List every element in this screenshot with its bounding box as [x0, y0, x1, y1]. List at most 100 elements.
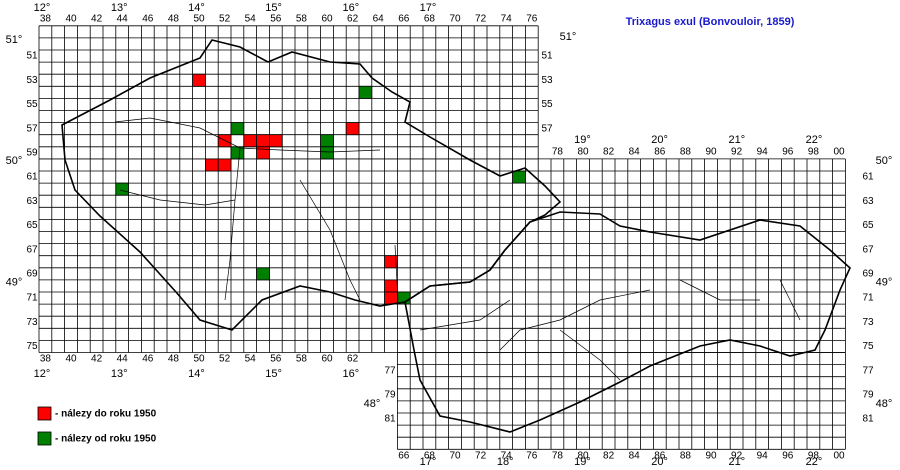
row-label: 51	[26, 51, 38, 62]
column-label: 50	[193, 14, 205, 25]
longitude-label: 13°	[111, 368, 128, 380]
record-square	[230, 122, 245, 136]
row-label: 67	[862, 244, 874, 255]
row-label: 55	[26, 99, 38, 110]
column-label: 80	[577, 147, 589, 158]
column-label: 74	[501, 451, 513, 462]
longitude-label: 15°	[265, 368, 282, 380]
longitude-label: 21°	[728, 134, 745, 146]
row-label: 77	[862, 365, 874, 376]
row-label: 75	[862, 341, 874, 352]
column-label: 86	[654, 451, 666, 462]
longitude-label: 15°	[265, 2, 282, 14]
column-label: 98	[808, 147, 820, 158]
column-label: 86	[654, 147, 666, 158]
longitude-label: 17°	[420, 2, 437, 14]
column-label: 70	[449, 14, 461, 25]
column-label: 90	[705, 451, 717, 462]
record-square	[256, 267, 270, 281]
row-label: 53	[541, 75, 553, 86]
row-label: 61	[26, 172, 38, 183]
column-label: 76	[526, 14, 538, 25]
column-label: 60	[321, 14, 333, 25]
column-label: 68	[424, 451, 436, 462]
row-label: 63	[862, 196, 874, 207]
longitude-label: 16°	[342, 368, 359, 380]
column-label: 84	[629, 147, 641, 158]
row-label: 73	[26, 317, 38, 328]
longitude-label: 20°	[651, 134, 668, 146]
record-square	[243, 134, 258, 148]
column-label: 46	[142, 14, 154, 25]
column-label: 44	[117, 14, 129, 25]
row-label: 71	[862, 293, 874, 304]
record-square	[230, 146, 245, 160]
row-label: 79	[384, 389, 396, 400]
slovak-border	[404, 211, 851, 433]
longitude-label: 12°	[34, 2, 51, 14]
longitude-label: 21°	[728, 456, 745, 468]
column-label: 48	[168, 354, 180, 365]
row-label: 73	[862, 317, 874, 328]
column-label: 88	[680, 147, 692, 158]
legend-swatch	[37, 431, 52, 446]
record-square	[384, 279, 398, 293]
legend: - nálezy do roku 1950 - nálezy od roku 19…	[37, 406, 157, 446]
column-label: 78	[552, 451, 564, 462]
row-label: 59	[26, 147, 38, 158]
column-label: 96	[782, 147, 794, 158]
column-label: 56	[270, 354, 282, 365]
column-label: 64	[373, 14, 385, 25]
column-label: 66	[398, 451, 410, 462]
column-label: 92	[731, 147, 743, 158]
longitude-label: 17°	[420, 456, 437, 468]
row-label: 63	[26, 196, 38, 207]
legend-label: - nálezy od roku 1950	[55, 434, 157, 445]
row-label: 75	[26, 341, 38, 352]
column-label: 72	[475, 14, 487, 25]
record-square	[217, 158, 232, 172]
column-label: 92	[731, 451, 743, 462]
czech-border	[61, 39, 562, 331]
longitude-label: 12°	[34, 368, 51, 380]
column-label: 90	[705, 147, 717, 158]
column-label: 52	[219, 354, 231, 365]
record-square	[115, 182, 130, 196]
map-title: Trixagus exul (Bonvouloir, 1859)	[626, 16, 795, 28]
column-label: 54	[245, 14, 257, 25]
record-square	[384, 291, 398, 305]
row-label: 77	[384, 365, 396, 376]
record-square	[320, 146, 334, 160]
longitude-label: 22°	[806, 456, 823, 468]
record-square	[204, 158, 219, 172]
grid	[38, 25, 846, 450]
record-square	[268, 134, 283, 148]
row-label: 81	[384, 414, 396, 425]
record-square	[217, 134, 232, 148]
row-label: 57	[541, 123, 553, 134]
column-label: 40	[65, 14, 77, 25]
column-label: 38	[40, 354, 52, 365]
column-label: 46	[142, 354, 154, 365]
column-label: 60	[321, 354, 333, 365]
column-label: 94	[757, 147, 769, 158]
column-label: 62	[347, 354, 359, 365]
latitude-label: 49°	[6, 277, 23, 289]
row-label: 57	[26, 123, 38, 134]
row-label: 51	[541, 51, 553, 62]
longitude-label: 18°	[497, 456, 514, 468]
record-square	[358, 85, 373, 99]
column-label: 38	[40, 14, 52, 25]
column-label: 78	[552, 147, 564, 158]
longitude-label: 16°	[342, 2, 359, 14]
latitude-label: 48°	[364, 398, 381, 410]
column-label: 74	[501, 14, 513, 25]
column-label: 76	[526, 451, 538, 462]
row-label: 61	[862, 172, 874, 183]
row-label: 81	[862, 414, 874, 425]
longitude-label: 20°	[651, 456, 668, 468]
row-label: 71	[26, 293, 38, 304]
column-label: 42	[91, 14, 103, 25]
record-square	[345, 122, 360, 136]
